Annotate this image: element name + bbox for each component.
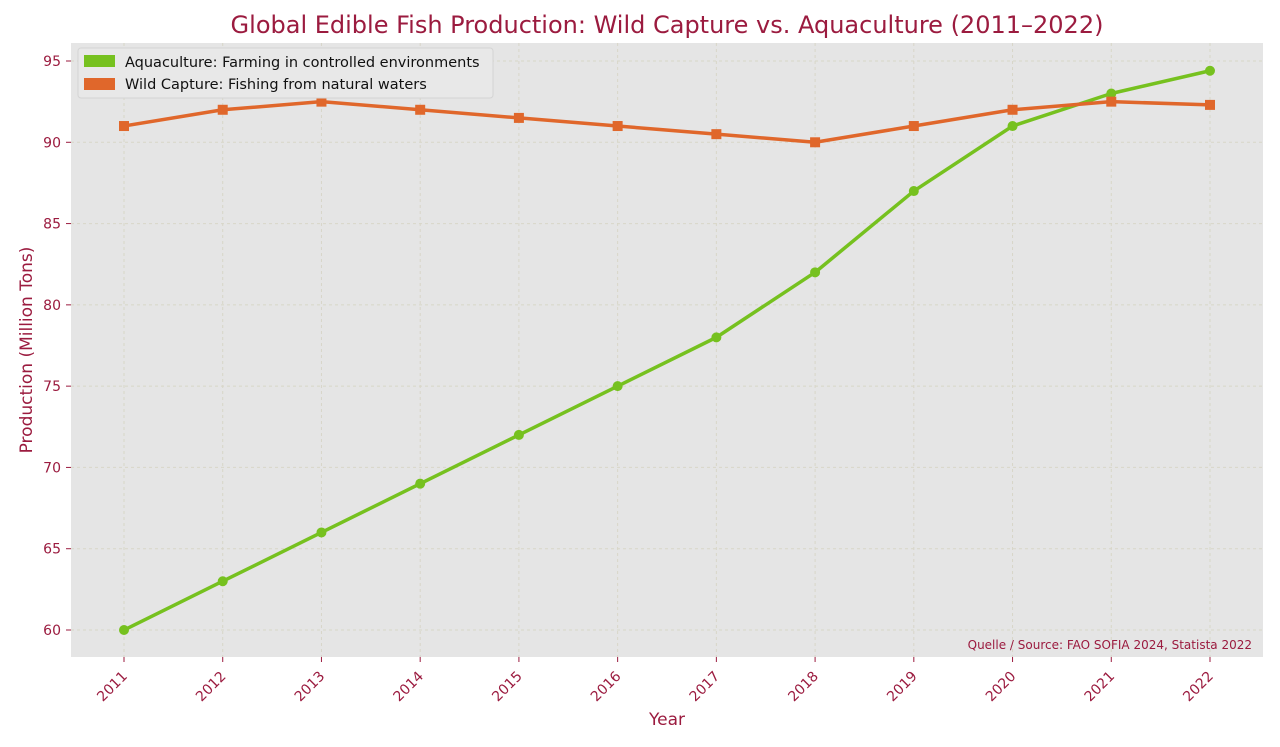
y-tick-label: 90 [43,135,61,151]
data-point-circle [1106,88,1117,99]
plot-area [71,43,1263,657]
data-point-circle [119,625,129,635]
series-line [123,99,1211,145]
y-tick-label: 80 [43,298,61,314]
data-point-square [711,129,722,140]
x-tick-label: 2013 [292,669,329,706]
series-layer [119,65,1215,635]
chart-title: Global Edible Fish Production: Wild Capt… [231,11,1104,39]
data-point-circle [711,332,722,343]
x-tick-label: 2020 [983,669,1020,706]
y-tick-label: 75 [43,379,61,395]
x-tick-label: 2012 [193,669,230,706]
legend-swatch-wild-capture [84,78,115,90]
data-point-square [1007,104,1018,115]
y-tick-label: 60 [43,623,61,639]
x-tick-label: 2019 [884,669,921,706]
data-point-square [217,104,228,115]
data-point-circle [612,381,623,392]
data-point-square [513,112,524,123]
x-axis-ticks: 2011 2012 2013 2014 2015 2016 2017 2018 2019 2020… [94,657,1217,705]
x-tick-label: 2017 [687,669,724,706]
legend-label-aquaculture: Aquaculture: Farming in controlled envir… [125,55,480,71]
data-point-square [316,96,327,107]
data-point-square [1205,99,1215,110]
x-tick-label: 2015 [489,669,526,706]
data-point-square [908,121,919,132]
data-point-square [415,104,426,115]
x-axis-label: Year [648,710,685,730]
data-point-circle [316,527,327,538]
data-point-circle [217,576,228,587]
y-tick-label: 85 [43,217,61,233]
y-tick-label: 95 [43,54,61,70]
legend-swatch-aquaculture [84,55,115,67]
data-point-circle [415,478,426,489]
series-aquaculture [119,65,1215,635]
x-tick-label: 2016 [588,668,625,705]
data-point-square [119,121,129,132]
data-point-square [1106,96,1117,107]
x-tick-label: 2011 [94,669,131,706]
data-point-circle [1205,65,1215,76]
y-tick-label: 65 [43,542,61,558]
legend-box [77,47,494,99]
x-tick-label: 2021 [1082,669,1119,706]
x-tick-label: 2018 [785,669,822,706]
y-axis-label: Production (Million Tons) [17,247,37,454]
source-annotation: Quelle / Source: FAO SOFIA 2024, Statist… [968,638,1252,652]
data-point-circle [810,267,821,278]
data-point-square [612,121,623,132]
data-point-circle [1007,121,1018,132]
data-point-square [810,137,821,148]
data-point-circle [908,186,919,197]
x-tick-label: 2014 [390,668,427,705]
y-tick-label: 70 [43,460,61,476]
x-tick-label: 2022 [1180,669,1217,706]
series-line [123,69,1211,632]
series-wild-capture [119,96,1215,148]
data-point-circle [513,429,524,440]
legend-label-wild-capture: Wild Capture: Fishing from natural water… [125,77,427,93]
y-axis-ticks: 60 65 70 75 80 85 90 95 [43,54,71,639]
legend: Aquaculture: Farming in controlled envir… [77,47,494,99]
